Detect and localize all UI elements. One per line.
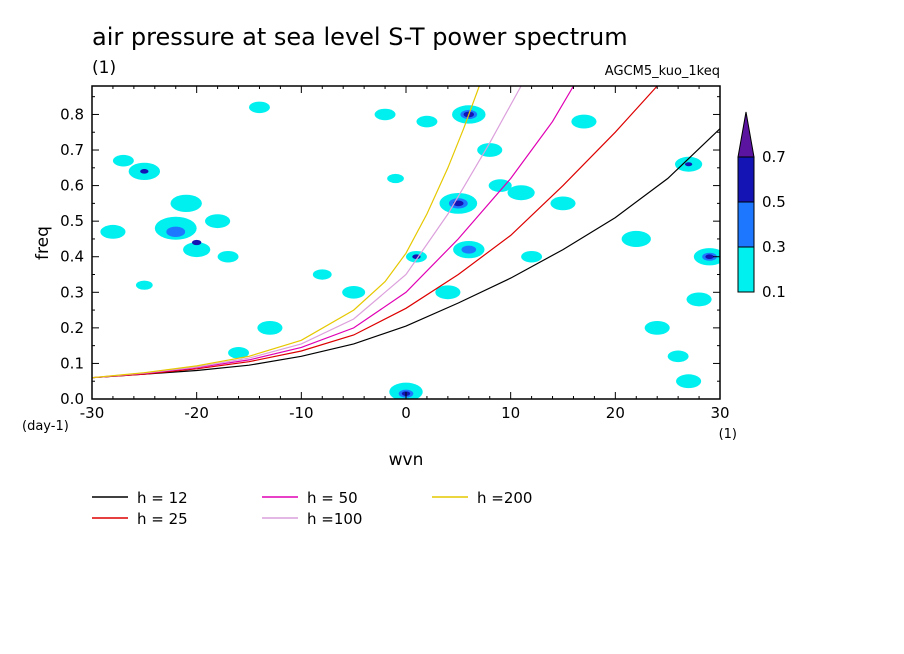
- chart-title: air pressure at sea level S-T power spec…: [92, 23, 628, 51]
- legend-label: h = 50: [307, 489, 358, 507]
- contour-patch: [183, 242, 211, 258]
- series-line-1: [92, 86, 658, 379]
- colorbar-label: 0.1: [762, 283, 786, 301]
- legend-label: h = 12: [137, 489, 188, 507]
- x-tick-label: -30: [80, 404, 105, 422]
- x-axis-label: wvn: [389, 450, 424, 470]
- contour-patch: [488, 179, 512, 192]
- contour-patch: [571, 114, 597, 129]
- contour-patch: [667, 350, 689, 363]
- colorbar-segment: [737, 156, 755, 203]
- contour-patch: [686, 292, 712, 307]
- x-tick-label: 0: [401, 404, 411, 422]
- y-tick-label: 0.3: [60, 283, 84, 301]
- contour-patch: [461, 245, 477, 254]
- contour-patch: [217, 250, 239, 263]
- contour-patch: [521, 250, 543, 263]
- colorbar-segment: [737, 246, 755, 293]
- contour-patch: [550, 196, 576, 211]
- contour-patch: [191, 239, 202, 246]
- y-tick-label: 0.8: [60, 105, 84, 123]
- y-tick-label: 0.7: [60, 141, 84, 159]
- contour-patch: [342, 285, 366, 299]
- contour-patch: [387, 173, 404, 184]
- chart-title-unit: (1): [92, 58, 116, 78]
- y-tick-label: 0.2: [60, 319, 84, 337]
- contour-patch: [249, 101, 270, 114]
- contour-patch: [135, 280, 153, 290]
- colorbar-label: 0.5: [762, 193, 786, 211]
- contour-patch: [312, 269, 332, 280]
- contour-patch: [257, 320, 283, 335]
- y-tick-label: 0.5: [60, 212, 84, 230]
- legend-label: h =200: [477, 489, 532, 507]
- contour-patch: [676, 374, 702, 389]
- contour-patch: [166, 226, 186, 238]
- legend-label: h =100: [307, 510, 362, 528]
- contour-patch: [170, 194, 202, 213]
- contour-patch: [112, 154, 134, 167]
- contour-patch: [507, 185, 535, 201]
- contour-patch: [228, 347, 250, 359]
- x-tick-label: 10: [501, 404, 520, 422]
- contour-patch: [477, 143, 503, 157]
- colorbar-label: 0.3: [762, 238, 786, 256]
- dispersion-curves: [92, 86, 720, 379]
- x-tick-label: 30: [710, 404, 729, 422]
- x-axis-ticks: -30 -20 -10 0 10 20 30: [80, 86, 730, 422]
- colorbar-label: 0.7: [762, 148, 786, 166]
- colorbar-segment: [737, 201, 755, 248]
- contour-patch: [416, 115, 438, 128]
- x-axis-unit: (1): [719, 427, 737, 442]
- contour-patch: [374, 108, 396, 121]
- legend-label: h = 25: [137, 510, 188, 528]
- y-tick-label: 0.1: [60, 354, 84, 372]
- contour-patch: [100, 224, 126, 239]
- y-tick-label: 0.6: [60, 177, 84, 195]
- series-line-3: [92, 86, 522, 379]
- chart-subtitle: AGCM5_kuo_1keq: [605, 64, 720, 79]
- contour-patch: [684, 162, 693, 167]
- x-tick-label: -20: [184, 404, 209, 422]
- contour-patch: [705, 254, 714, 260]
- y-tick-label: 0.0: [60, 390, 84, 408]
- y-axis-unit: (day-1): [22, 419, 69, 434]
- series-line-4: [92, 86, 480, 379]
- series-line-0: [92, 128, 720, 379]
- y-tick-label: 0.4: [60, 248, 84, 266]
- x-tick-label: -10: [289, 404, 314, 422]
- colorbar-extend-triangle: [737, 111, 755, 158]
- contour-patch: [644, 320, 670, 335]
- contour-patch: [453, 200, 464, 207]
- contour-field: [100, 101, 720, 399]
- contour-patch: [621, 230, 651, 248]
- y-axis-ticks: 0.0 0.1 0.2 0.3 0.4 0.5 0.6 0.7 0.8: [60, 96, 720, 408]
- contour-patch: [140, 169, 149, 174]
- x-tick-label: 20: [606, 404, 625, 422]
- contour-patch: [205, 214, 231, 229]
- colorbar: 0.1 0.3 0.5 0.7: [737, 111, 786, 301]
- contour-patch: [435, 285, 461, 300]
- legend: h = 12 h = 25 h = 50 h =100 h =200: [92, 489, 532, 528]
- y-axis-label: freq: [33, 226, 53, 260]
